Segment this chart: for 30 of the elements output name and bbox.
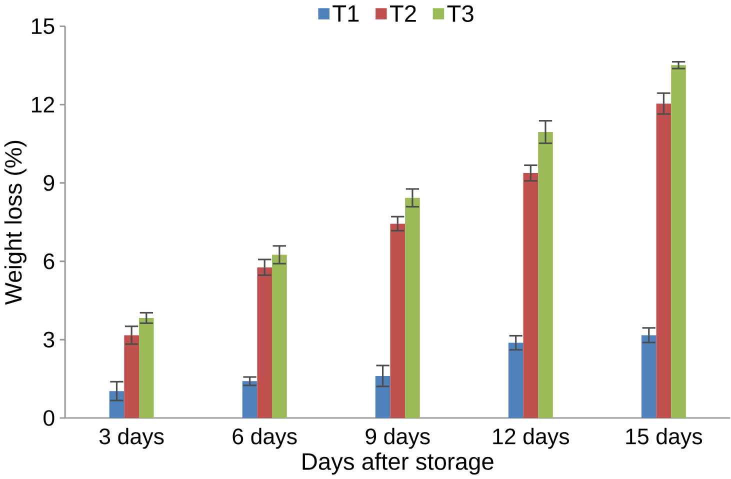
bar <box>375 376 390 418</box>
legend-label: T3 <box>447 5 474 22</box>
legend-label: T2 <box>390 5 416 22</box>
y-tick-label: 15 <box>32 18 54 34</box>
x-tick-label: 9 days <box>366 428 430 449</box>
bar <box>124 335 139 418</box>
bar <box>538 132 553 418</box>
x-tick-label: 3 days <box>99 428 164 449</box>
bar <box>671 65 686 418</box>
bar <box>523 173 538 418</box>
y-tick-label: 3 <box>44 332 54 348</box>
y-tick-label: 6 <box>44 253 54 270</box>
y-tick-label: 9 <box>44 175 54 191</box>
x-tick-label: 12 days <box>493 428 570 449</box>
bar <box>656 104 672 418</box>
bar <box>242 381 258 418</box>
bar <box>508 342 524 418</box>
x-axis-title: Days after storage <box>302 452 494 475</box>
bar <box>257 267 272 418</box>
bar <box>272 254 287 418</box>
x-tick-label: 6 days <box>232 428 297 449</box>
x-tick-label: 15 days <box>626 428 702 449</box>
bar <box>138 318 154 418</box>
legend-label: T1 <box>332 5 359 22</box>
y-axis-title: Weight loss (%) <box>4 140 26 305</box>
bar <box>641 335 656 418</box>
bar <box>405 198 420 418</box>
y-tick-label: 0 <box>44 410 54 426</box>
bar <box>390 224 406 418</box>
y-tick-label: 12 <box>32 96 54 112</box>
